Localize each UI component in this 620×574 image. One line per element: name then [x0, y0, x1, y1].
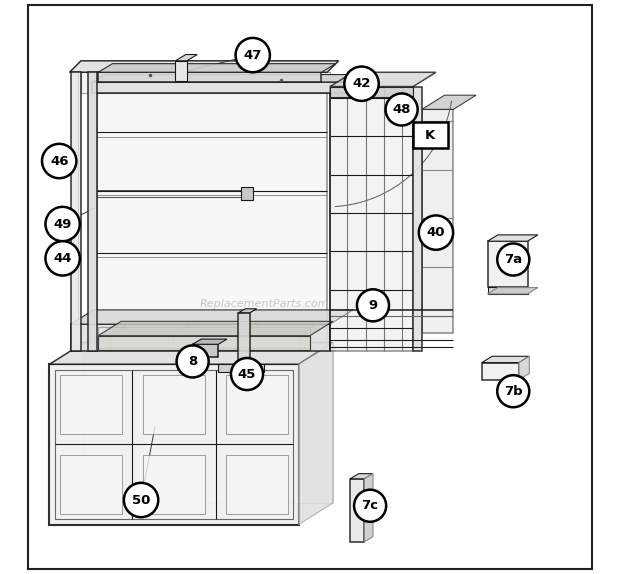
Polygon shape	[97, 94, 327, 351]
Polygon shape	[69, 61, 339, 72]
Polygon shape	[350, 479, 365, 542]
Polygon shape	[239, 313, 250, 379]
Circle shape	[497, 243, 529, 276]
Polygon shape	[519, 356, 529, 380]
Text: 47: 47	[244, 49, 262, 61]
Polygon shape	[330, 72, 436, 87]
Polygon shape	[482, 363, 519, 380]
Polygon shape	[84, 343, 333, 503]
Polygon shape	[330, 87, 413, 97]
Text: K: K	[425, 129, 435, 142]
Circle shape	[344, 67, 379, 101]
Polygon shape	[422, 110, 453, 333]
Polygon shape	[365, 474, 373, 542]
Polygon shape	[218, 364, 264, 372]
Polygon shape	[98, 336, 310, 350]
Text: 46: 46	[50, 154, 68, 168]
Circle shape	[42, 144, 76, 178]
Polygon shape	[92, 82, 350, 94]
Polygon shape	[71, 310, 353, 324]
Polygon shape	[50, 343, 333, 364]
Polygon shape	[487, 287, 528, 294]
Circle shape	[236, 38, 270, 72]
Text: 45: 45	[238, 367, 256, 381]
Polygon shape	[350, 474, 373, 479]
Circle shape	[177, 346, 209, 378]
Polygon shape	[482, 356, 529, 363]
Circle shape	[357, 289, 389, 321]
Polygon shape	[422, 95, 476, 110]
Polygon shape	[413, 87, 422, 351]
Polygon shape	[226, 455, 288, 514]
Circle shape	[124, 483, 158, 517]
Polygon shape	[60, 375, 122, 434]
Circle shape	[45, 241, 80, 276]
Polygon shape	[143, 375, 205, 434]
Polygon shape	[239, 309, 257, 313]
Circle shape	[386, 94, 418, 126]
Circle shape	[354, 490, 386, 522]
Polygon shape	[175, 55, 197, 61]
Polygon shape	[299, 343, 333, 525]
Polygon shape	[193, 344, 218, 357]
Text: 50: 50	[132, 494, 150, 506]
FancyBboxPatch shape	[413, 122, 448, 148]
Text: ReplacementParts.com: ReplacementParts.com	[200, 299, 329, 309]
Text: 8: 8	[188, 355, 197, 368]
Polygon shape	[241, 187, 253, 200]
Polygon shape	[50, 364, 299, 525]
Text: 7c: 7c	[361, 499, 379, 512]
Text: 44: 44	[53, 252, 72, 265]
Text: 7b: 7b	[504, 385, 523, 398]
Polygon shape	[175, 61, 187, 81]
Text: 40: 40	[427, 226, 445, 239]
Polygon shape	[71, 324, 330, 351]
Text: 48: 48	[392, 103, 411, 116]
Polygon shape	[98, 72, 321, 82]
Text: 9: 9	[368, 299, 378, 312]
Text: 49: 49	[53, 218, 72, 231]
Polygon shape	[487, 235, 538, 241]
Polygon shape	[143, 455, 205, 514]
Polygon shape	[71, 72, 81, 351]
Text: 42: 42	[352, 77, 371, 90]
Polygon shape	[60, 455, 122, 514]
Polygon shape	[98, 327, 310, 348]
Polygon shape	[193, 339, 227, 344]
Text: 7a: 7a	[504, 253, 522, 266]
Circle shape	[231, 358, 263, 390]
Circle shape	[45, 207, 80, 241]
Circle shape	[418, 215, 453, 250]
Polygon shape	[330, 87, 413, 351]
Polygon shape	[487, 288, 538, 294]
Polygon shape	[98, 64, 336, 72]
Polygon shape	[98, 321, 333, 336]
Polygon shape	[92, 75, 363, 82]
Polygon shape	[226, 375, 288, 434]
Polygon shape	[81, 72, 330, 94]
Polygon shape	[88, 72, 97, 351]
Circle shape	[497, 375, 529, 407]
Polygon shape	[487, 241, 528, 287]
